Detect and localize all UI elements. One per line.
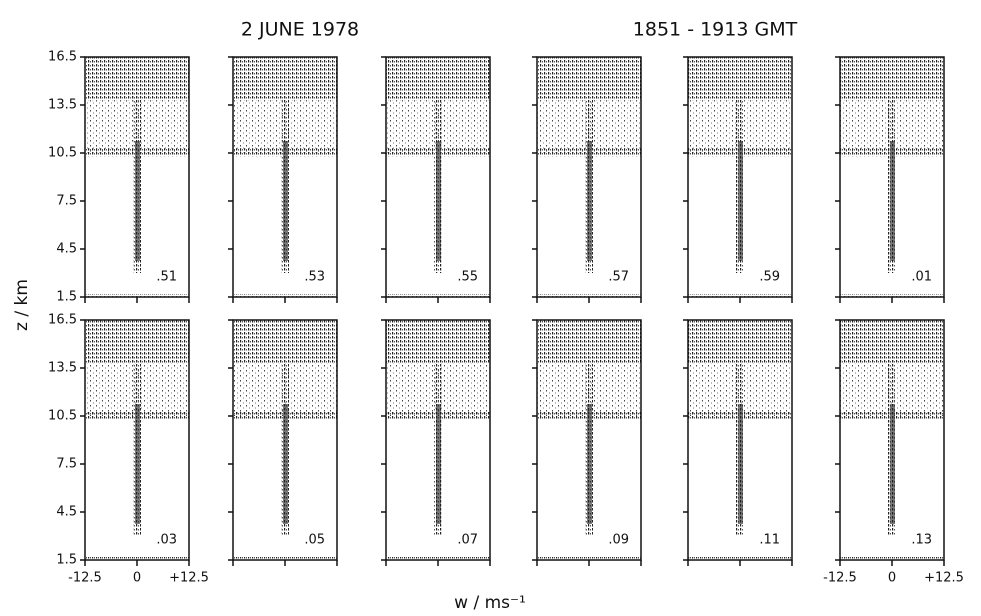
y-tick-label: 4.5 [56,505,77,520]
chart-title: 2 JUNE 1978 [241,19,359,41]
baseline-band [840,557,944,560]
spectrum-core [738,404,743,524]
y-tick-label: 16.5 [48,313,77,328]
spectrum-core [587,141,592,261]
spectrum-core [135,404,140,524]
baseline-band [840,294,944,297]
spectrum-core [283,141,288,261]
spectrum-core [890,141,895,261]
x-tick-label: -12.5 [823,571,857,586]
x-tick-label: +12.5 [169,571,209,586]
baseline-band [537,294,641,297]
x-tick-label: +12.5 [924,571,964,586]
panel-label: .51 [156,270,177,285]
y-axis-label: z / km [12,279,32,331]
panel-label: .09 [608,533,629,548]
baseline-band [386,294,490,297]
baseline-band [85,294,189,297]
spectrum-core [890,404,895,524]
y-tick-label: 1.5 [56,553,77,568]
panel-label: .03 [156,533,177,548]
panel-label: .13 [911,533,932,548]
y-tick-label: 13.5 [48,361,77,376]
y-tick-label: 7.5 [56,457,77,472]
x-tick-label: -12.5 [68,571,102,586]
x-tick-label: 0 [133,571,141,586]
panel-label: .07 [457,533,478,548]
baseline-band [233,294,337,297]
y-tick-label: 10.5 [48,146,77,161]
panel-label: .57 [608,270,629,285]
spectrum-core [738,141,743,261]
spectrum-core [436,404,441,524]
y-tick-label: 1.5 [56,290,77,305]
panel-label: .53 [304,270,325,285]
panel-label: .01 [911,270,932,285]
baseline-band [233,557,337,560]
chart-subtitle: 1851 - 1913 GMT [633,19,798,41]
x-axis-label: w / ms⁻¹ [454,593,526,613]
y-tick-label: 16.5 [48,50,77,65]
y-tick-label: 10.5 [48,409,77,424]
y-tick-label: 4.5 [56,242,77,257]
baseline-band [85,557,189,560]
panel-label: .55 [457,270,478,285]
spectrum-core [283,404,288,524]
y-tick-label: 7.5 [56,194,77,209]
spectrum-core [587,404,592,524]
panel-label: .59 [759,270,780,285]
spectrum-core [135,141,140,261]
baseline-band [688,294,792,297]
x-tick-label: 0 [888,571,896,586]
baseline-band [386,557,490,560]
baseline-band [537,557,641,560]
panel-label: .05 [304,533,325,548]
baseline-band [688,557,792,560]
y-tick-label: 13.5 [48,98,77,113]
panel-label: .11 [759,533,780,548]
spectrum-core [436,141,441,261]
